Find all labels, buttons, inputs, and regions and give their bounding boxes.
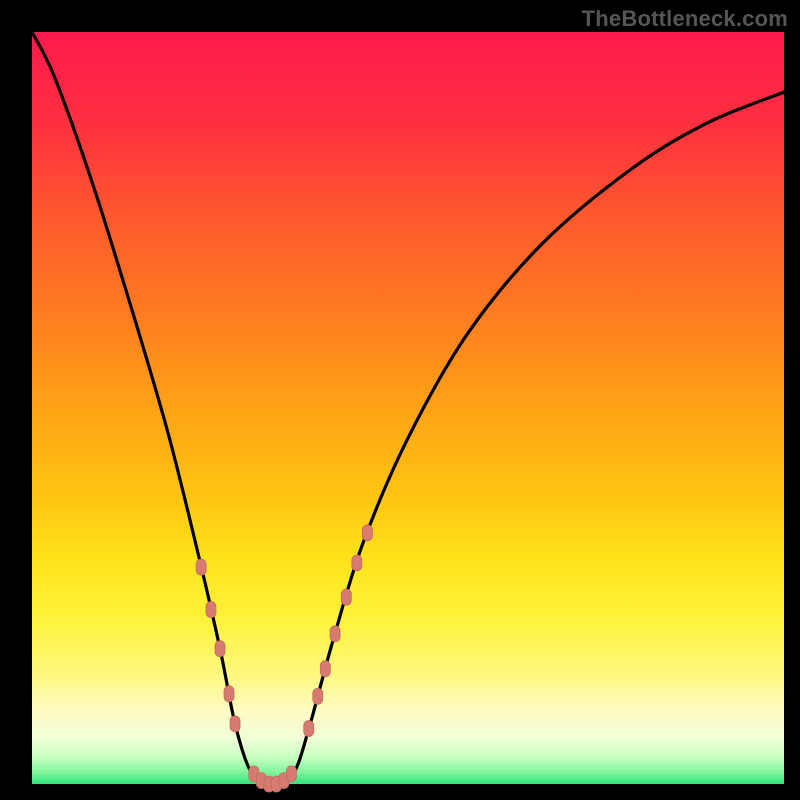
curve-marker bbox=[286, 766, 296, 782]
curve-marker bbox=[206, 602, 216, 618]
curve-marker bbox=[215, 641, 225, 657]
curve-marker bbox=[362, 525, 372, 541]
curve-marker bbox=[304, 721, 314, 737]
curve-marker bbox=[341, 589, 351, 605]
curve-marker bbox=[320, 661, 330, 677]
curve-marker bbox=[352, 555, 362, 571]
curve-marker bbox=[196, 559, 206, 575]
curve-marker bbox=[230, 716, 240, 732]
chart-svg bbox=[0, 0, 800, 800]
curve-marker bbox=[313, 688, 323, 704]
curve-marker bbox=[330, 626, 340, 642]
plot-background bbox=[32, 32, 784, 784]
chart-stage: TheBottleneck.com bbox=[0, 0, 800, 800]
curve-marker bbox=[224, 686, 234, 702]
